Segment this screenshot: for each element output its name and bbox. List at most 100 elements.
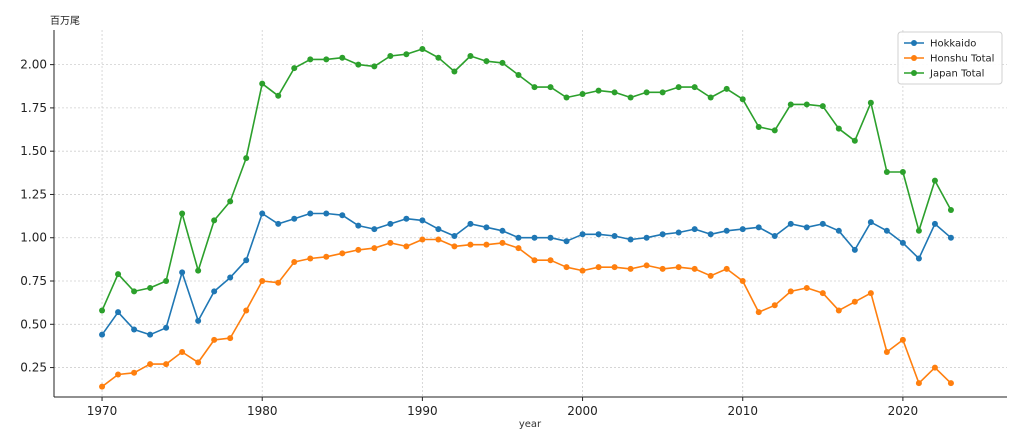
series-japan-total [99,46,954,314]
data-point-japan-total [755,123,762,130]
data-point-hokkaido [851,246,858,253]
legend-swatch-marker [911,40,917,46]
data-point-japan-total [403,51,410,58]
data-point-honshu-total [243,307,250,314]
data-point-japan-total [739,96,746,103]
data-point-japan-total [307,56,314,63]
legend-box [897,31,1003,85]
data-point-honshu-total [835,307,842,314]
y-tick-label: 0.75 [20,274,47,288]
data-point-japan-total [387,52,394,59]
data-point-honshu-total [483,241,490,248]
data-point-hokkaido [659,231,666,238]
data-point-hokkaido [531,234,538,241]
y-tick-label: 1.50 [20,144,47,158]
data-point-honshu-total [515,245,522,252]
data-point-hokkaido [819,220,826,227]
data-point-japan-total [595,87,602,94]
data-point-honshu-total [275,279,282,286]
data-point-japan-total [451,68,458,75]
data-point-honshu-total [883,348,890,355]
data-point-honshu-total [611,264,618,271]
data-point-japan-total [643,89,650,96]
data-point-hokkaido [723,227,730,234]
data-point-honshu-total [787,288,794,295]
legend: Hokkaido Honshu Total Japan Total [897,31,1003,85]
data-point-japan-total [179,210,186,217]
data-point-hokkaido [323,210,330,217]
x-tick-label: 2010 [727,404,758,418]
series-honshu-total [99,236,954,390]
legend-label: Japan Total [929,69,984,80]
data-point-hokkaido [403,215,410,222]
data-point-hokkaido [771,233,778,240]
data-point-hokkaido [515,234,522,241]
data-point-honshu-total [947,380,954,387]
data-point-hokkaido [371,226,378,233]
data-point-japan-total [419,46,426,53]
data-point-hokkaido [563,238,570,245]
data-point-japan-total [611,89,618,96]
data-point-honshu-total [419,236,426,243]
data-point-honshu-total [499,239,506,246]
data-point-honshu-total [451,243,458,250]
data-point-hokkaido [339,212,346,219]
data-point-honshu-total [467,241,474,248]
data-point-honshu-total [291,258,298,265]
data-point-japan-total [771,127,778,134]
data-point-hokkaido [611,233,618,240]
data-point-japan-total [851,137,858,144]
x-tick-label: 1970 [87,404,118,418]
data-point-japan-total [835,125,842,132]
y-tick-label: 1.00 [20,231,47,245]
data-point-hokkaido [131,326,138,333]
data-point-hokkaido [451,233,458,240]
data-point-hokkaido [931,220,938,227]
data-point-honshu-total [147,361,154,368]
data-point-hokkaido [227,274,234,281]
data-point-hokkaido [947,234,954,241]
data-point-honshu-total [403,243,410,250]
data-point-hokkaido [787,220,794,227]
data-point-japan-total [899,168,906,175]
data-point-japan-total [259,80,266,87]
data-point-honshu-total [179,348,186,355]
data-point-honshu-total [595,264,602,271]
data-point-honshu-total [931,364,938,371]
data-point-honshu-total [867,290,874,297]
data-point-hokkaido [675,229,682,236]
data-point-japan-total [499,59,506,66]
data-point-hokkaido [643,234,650,241]
data-point-hokkaido [99,331,106,338]
data-point-honshu-total [531,257,538,264]
x-tick-label: 2020 [888,404,919,418]
data-point-japan-total [707,94,714,101]
data-point-honshu-total [691,265,698,272]
data-point-honshu-total [899,336,906,343]
data-point-japan-total [227,198,234,205]
data-point-hokkaido [499,227,506,234]
data-point-hokkaido [867,219,874,226]
x-tick-label: 1980 [247,404,278,418]
data-point-hokkaido [579,231,586,238]
data-point-hokkaido [115,309,122,316]
data-point-hokkaido [435,226,442,233]
data-point-honshu-total [851,298,858,305]
data-point-japan-total [547,84,554,91]
unit-label: 百万尾 [50,15,80,27]
data-point-hokkaido [739,226,746,233]
data-point-japan-total [131,288,138,295]
data-point-hokkaido [691,226,698,233]
data-point-japan-total [115,271,122,278]
data-point-honshu-total [99,383,106,390]
data-point-japan-total [659,89,666,96]
data-point-japan-total [867,99,874,106]
data-point-japan-total [819,103,826,110]
data-point-hokkaido [627,236,634,243]
data-point-hokkaido [275,220,282,227]
data-point-honshu-total [803,284,810,291]
data-point-honshu-total [259,278,266,285]
data-point-japan-total [339,54,346,61]
x-tick-label: 1990 [407,404,438,418]
